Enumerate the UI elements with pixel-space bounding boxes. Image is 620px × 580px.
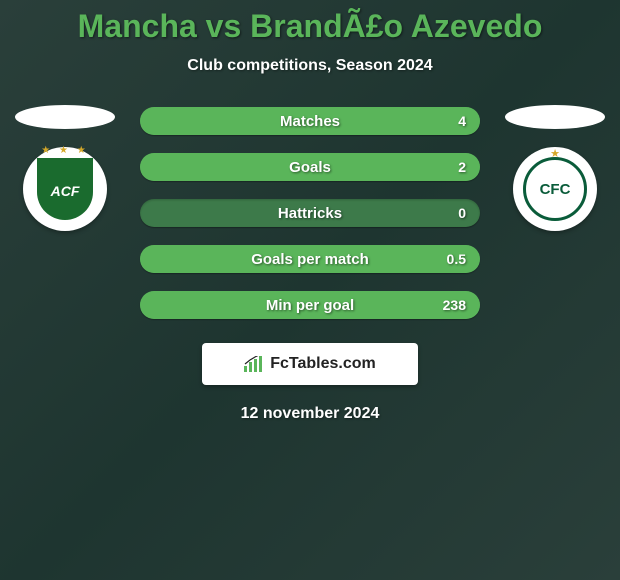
page-title: Mancha vs BrandÃ£o Azevedo	[0, 0, 620, 45]
stat-row: Goals per match 0.5	[140, 245, 480, 273]
stat-value: 238	[443, 297, 466, 313]
left-side: ★ ★ ★ ACF	[10, 105, 120, 231]
main-content: ★ ★ ★ ACF Matches 4 Goals 2 Hattricks 0 …	[0, 105, 620, 319]
page-subtitle: Club competitions, Season 2024	[0, 57, 620, 75]
chart-icon	[244, 356, 264, 372]
stat-row: Hattricks 0	[140, 199, 480, 227]
left-crest-badge: ACF	[37, 158, 93, 220]
stat-row: Matches 4	[140, 107, 480, 135]
left-ellipse	[15, 105, 115, 129]
right-crest-badge: CFC	[523, 157, 587, 221]
star-icon: ★	[550, 147, 560, 160]
stat-label: Hattricks	[140, 205, 480, 222]
left-crest: ★ ★ ★ ACF	[23, 147, 107, 231]
right-ellipse	[505, 105, 605, 129]
stat-value: 2	[458, 159, 466, 175]
stat-label: Min per goal	[140, 297, 480, 314]
stat-label: Matches	[140, 113, 480, 130]
stat-value: 4	[458, 113, 466, 129]
right-crest: ★ CFC	[513, 147, 597, 231]
stat-label: Goals	[140, 159, 480, 176]
stats-list: Matches 4 Goals 2 Hattricks 0 Goals per …	[140, 107, 480, 319]
fctables-logo[interactable]: FcTables.com	[202, 343, 418, 385]
stat-value: 0.5	[447, 251, 466, 267]
stat-label: Goals per match	[140, 251, 480, 268]
stat-value: 0	[458, 205, 466, 221]
logo-text: FcTables.com	[270, 355, 376, 373]
stars-icon: ★ ★ ★	[41, 145, 88, 156]
right-side: ★ CFC	[500, 105, 610, 231]
stat-row: Goals 2	[140, 153, 480, 181]
date-text: 12 november 2024	[0, 405, 620, 423]
stat-row: Min per goal 238	[140, 291, 480, 319]
